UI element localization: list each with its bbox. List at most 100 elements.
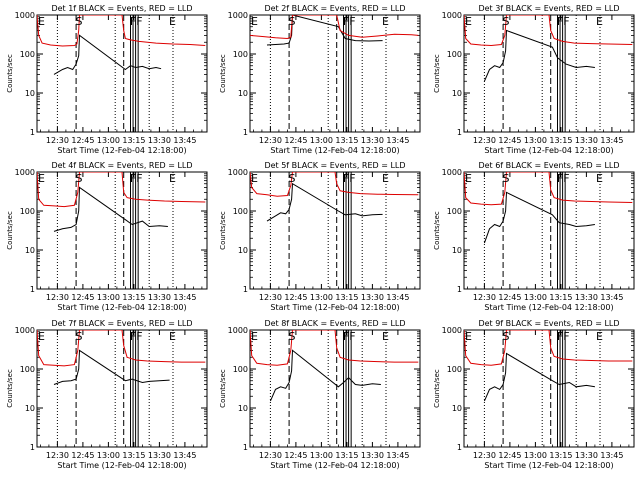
chart-4-xtick-label: 12:45 — [284, 293, 307, 302]
chart-3-xtick-label: 13:30 — [148, 293, 171, 302]
chart-5-title: Det 6f BLACK = Events, RED = LLD — [478, 161, 619, 170]
chart-7-xtick-label: 12:30 — [259, 451, 282, 460]
chart-0-panel: 1 10 100 1000 12:30 12:45 13:00 13:15 13:30 13:45… — [6, 4, 208, 155]
chart-7-marker-label: S — [289, 330, 296, 343]
chart-4-xtick-label: 13:00 — [310, 293, 333, 302]
chart-3-ytick-label: 1000 — [15, 168, 35, 177]
chart-3-xlabel: Start Time (12-Feb-04 12:18:00) — [57, 303, 186, 312]
chart-0-plot-frame — [36, 14, 208, 133]
chart-8-marker-label: FF — [557, 330, 570, 343]
chart-3-marker-label: E — [169, 172, 176, 185]
chart-6-plot-frame — [36, 329, 208, 448]
chart-4-xlabel: Start Time (12-Feb-04 12:18:00) — [270, 303, 399, 312]
chart-2-panel: 1 10 100 1000 12:30 12:45 13:00 13:15 13:30 13:45… — [433, 4, 635, 155]
chart-4-ytick-label: 1000 — [228, 168, 248, 177]
chart-5-plot-frame — [463, 171, 635, 290]
chart-6-series-events — [53, 349, 170, 385]
chart-1-xtick-label: 13:15 — [335, 136, 358, 145]
chart-3-panel: 1 10 100 1000 12:30 12:45 13:00 13:15 13:30 13:45… — [6, 161, 208, 312]
chart-2-xtick-label: 12:45 — [498, 136, 521, 145]
chart-0-series-events — [53, 34, 162, 75]
chart-6-ytick-label: 1 — [30, 443, 35, 452]
chart-4-ytick-label: 10 — [238, 246, 248, 255]
chart-7-ytick-label: 100 — [233, 365, 248, 374]
chart-3-xtick-label: 12:30 — [46, 293, 69, 302]
chart-8-title: Det 9f BLACK = Events, RED = LLD — [478, 319, 619, 328]
chart-5-xtick-label: 12:45 — [498, 293, 521, 302]
chart-8-ytick-label: 1 — [457, 443, 462, 452]
chart-5-series-lld — [464, 172, 633, 206]
chart-0-ytick-label: 10 — [25, 89, 35, 98]
chart-0-title: Det 1f BLACK = Events, RED = LLD — [51, 4, 192, 13]
chart-2-marker-label: E — [596, 15, 603, 28]
chart-8-series-lld — [464, 330, 633, 366]
chart-5-marker-label: E — [465, 172, 472, 185]
chart-7-series-lld — [250, 330, 419, 366]
chart-2-xtick-label: 13:45 — [600, 136, 623, 145]
chart-8-series-events — [483, 352, 595, 402]
chart-1-ytick-label: 1 — [243, 128, 248, 137]
chart-2-ytick-label: 1 — [457, 128, 462, 137]
chart-7-plot-frame — [249, 329, 421, 448]
chart-8-plot-frame — [463, 329, 635, 448]
chart-8-marker-label: E — [596, 330, 603, 343]
chart-8-ytick-label: 10 — [452, 404, 462, 413]
chart-2-marker-label: E — [465, 15, 472, 28]
chart-6-xtick-label: 12:45 — [71, 451, 94, 460]
chart-3-ytick-label: 1 — [30, 285, 35, 294]
chart-3-xtick-label: 13:15 — [122, 293, 145, 302]
chart-6-xtick-label: 13:00 — [97, 451, 120, 460]
chart-5-ytick-label: 10 — [452, 246, 462, 255]
chart-4-series-lld — [250, 172, 419, 197]
chart-8-xtick-label: 13:45 — [600, 451, 623, 460]
chart-7-marker-label: E — [382, 330, 389, 343]
chart-6-ylabel: Counts/sec — [6, 369, 14, 408]
chart-5-xlabel: Start Time (12-Feb-04 12:18:00) — [484, 303, 613, 312]
chart-7-ytick-label: 10 — [238, 404, 248, 413]
chart-8-marker-label: S — [503, 330, 510, 343]
chart-0-marker-label: S — [76, 15, 83, 28]
chart-2-series-lld — [464, 15, 633, 47]
chart-1-plot-frame — [249, 14, 421, 133]
chart-7-ytick-label: 1 — [243, 443, 248, 452]
chart-8-ytick-label: 100 — [447, 365, 462, 374]
chart-7-xtick-label: 13:15 — [335, 451, 358, 460]
chart-2-ytick-label: 10 — [452, 89, 462, 98]
chart-0-ytick-label: 1000 — [15, 11, 35, 20]
chart-3-xtick-label: 13:00 — [97, 293, 120, 302]
chart-0-series-lld — [37, 15, 206, 47]
chart-2-ytick-label: 1000 — [442, 11, 462, 20]
chart-7-ylabel: Counts/sec — [219, 369, 227, 408]
chart-0-xlabel: Start Time (12-Feb-04 12:18:00) — [57, 146, 186, 155]
chart-1-series-lld — [250, 15, 419, 40]
chart-0-ylabel: Counts/sec — [6, 54, 14, 93]
chart-5-ytick-label: 1000 — [442, 168, 462, 177]
chart-8-ytick-label: 1000 — [442, 326, 462, 335]
chart-2-ytick-label: 100 — [447, 50, 462, 59]
chart-3-marker-label: S — [76, 172, 83, 185]
chart-0-marker-label: E — [169, 15, 176, 28]
chart-6-title: Det 7f BLACK = Events, RED = LLD — [51, 319, 192, 328]
chart-4-xtick-label: 13:30 — [361, 293, 384, 302]
chart-6-xtick-label: 13:45 — [173, 451, 196, 460]
chart-1-xtick-label: 13:00 — [310, 136, 333, 145]
chart-3-ytick-label: 100 — [20, 207, 35, 216]
chart-5-xtick-label: 12:30 — [473, 293, 496, 302]
chart-1-marker-label: E — [251, 15, 258, 28]
chart-2-ylabel: Counts/sec — [433, 54, 441, 93]
chart-4-marker-label: FF — [343, 172, 356, 185]
chart-0-xtick-label: 12:30 — [46, 136, 69, 145]
chart-7-xtick-label: 12:45 — [284, 451, 307, 460]
chart-7-series-events — [269, 349, 381, 402]
chart-8-xtick-label: 13:15 — [549, 451, 572, 460]
chart-5-marker-label: FF — [557, 172, 570, 185]
chart-6-xlabel: Start Time (12-Feb-04 12:18:00) — [57, 461, 186, 470]
chart-0-marker-label: E — [38, 15, 45, 28]
chart-8-xlabel: Start Time (12-Feb-04 12:18:00) — [484, 461, 613, 470]
chart-3-series-lld — [37, 172, 206, 208]
chart-8-xtick-label: 12:30 — [473, 451, 496, 460]
chart-0-marker-label: FF — [130, 15, 143, 28]
chart-3-series-events — [53, 186, 168, 232]
chart-1-ytick-label: 1000 — [228, 11, 248, 20]
